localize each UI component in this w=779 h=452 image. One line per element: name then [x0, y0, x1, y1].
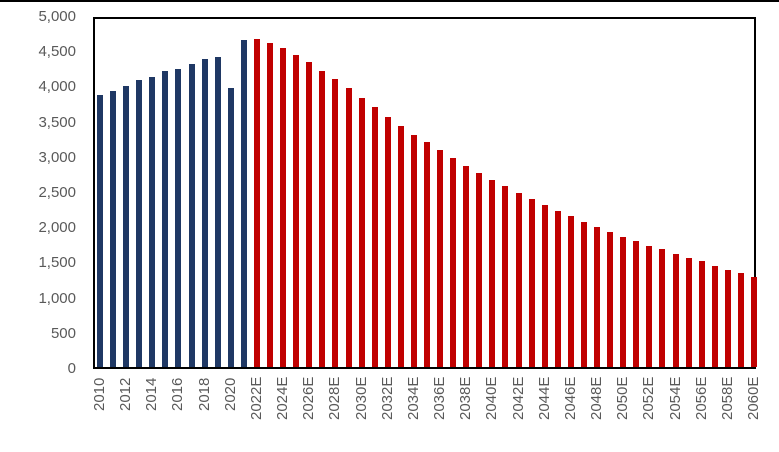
bar-2019	[214, 56, 221, 367]
x-tick-label: 2018	[195, 378, 213, 412]
x-tick-label: 2026E	[300, 376, 318, 420]
bar-2050E	[620, 236, 627, 367]
y-tick-label: 1,500	[38, 254, 76, 272]
bar-2059E	[737, 272, 744, 367]
bar-2016	[175, 68, 182, 367]
y-tick-label: 0	[67, 360, 76, 377]
bar-2012	[123, 86, 130, 367]
bar-2035E	[424, 142, 430, 367]
bar-2057E	[711, 265, 718, 367]
x-tick-label: 2036E	[431, 376, 449, 420]
x-tick-label: 2048E	[588, 376, 606, 420]
bar-2060E	[751, 276, 757, 367]
bar-2025E	[293, 54, 300, 367]
x-tick-label: 2044E	[535, 376, 553, 420]
bar-2038E	[463, 166, 470, 367]
y-tick-label: 2,000	[38, 219, 76, 237]
y-tick-label: 4,500	[38, 43, 76, 61]
x-tick-label: 2040E	[483, 376, 501, 420]
bar-2052E	[646, 245, 653, 367]
bar-2056E	[698, 261, 705, 367]
x-tick-label: 2050E	[614, 376, 632, 420]
bar-2029E	[345, 88, 352, 367]
bar-2027E	[319, 70, 326, 367]
bar-2053E	[659, 249, 666, 367]
bar-2049E	[607, 231, 614, 367]
y-tick-label: 2,500	[38, 184, 76, 201]
y-tick-label: 4,000	[38, 78, 76, 96]
bar-2045E	[554, 210, 561, 367]
x-tick-label: 2014	[143, 378, 161, 412]
x-tick-label: 2020	[221, 378, 239, 412]
bar-2037E	[450, 158, 457, 367]
x-tick-label: 2042E	[509, 376, 527, 420]
bar-2010	[97, 94, 103, 367]
bar-2051E	[633, 241, 640, 367]
y-tick-label: 3,000	[38, 148, 76, 166]
y-tick-label: 5,000	[38, 8, 76, 25]
y-tick-label: 3,500	[38, 113, 76, 131]
y-tick-label: 500	[50, 324, 76, 342]
bar-2032E	[384, 117, 391, 367]
bar-2036E	[437, 150, 444, 367]
bar-2048E	[594, 227, 601, 367]
bar-2046E	[567, 215, 574, 367]
x-tick-label: 2028E	[326, 376, 344, 420]
bar-2055E	[685, 257, 692, 367]
x-tick-label: 2024E	[274, 376, 292, 420]
bar-2028E	[332, 78, 339, 367]
x-tick-label: 2058E	[718, 376, 736, 420]
x-tick-label: 2030E	[352, 376, 370, 420]
x-tick-label: 2010	[91, 378, 108, 412]
bar-2033E	[397, 126, 404, 367]
bar-2018	[201, 59, 208, 367]
bar-2014	[149, 76, 156, 367]
bar-2054E	[672, 253, 679, 367]
bar-2022E	[253, 38, 260, 367]
x-tick-label: 2046E	[561, 376, 579, 420]
x-tick-label: 2060E	[745, 376, 762, 420]
x-tick-label: 2054E	[666, 376, 684, 420]
x-tick-label: 2016	[169, 378, 187, 412]
bar-2047E	[580, 222, 587, 367]
y-tick-label: 1,000	[38, 289, 76, 307]
x-tick-label: 2052E	[640, 376, 658, 420]
bar-2030E	[358, 98, 365, 367]
bar-2015	[162, 70, 169, 367]
bar-2024E	[280, 47, 287, 367]
x-tick-label: 2034E	[404, 376, 422, 420]
bar-2043E	[528, 199, 535, 367]
bar-2017	[188, 63, 195, 367]
bar-2034E	[410, 134, 417, 367]
bar-2040E	[489, 180, 496, 367]
x-tick-label: 2022E	[247, 376, 265, 420]
bar-2026E	[306, 61, 313, 367]
x-tick-label: 2038E	[457, 376, 475, 420]
bar-2044E	[541, 204, 548, 367]
x-tick-label: 2056E	[692, 376, 710, 420]
x-tick-label: 2012	[117, 378, 135, 412]
bar-2011	[110, 90, 117, 367]
bar-2058E	[724, 269, 731, 367]
bar-2039E	[476, 173, 483, 367]
plot-area	[93, 17, 757, 369]
bar-2013	[136, 80, 143, 367]
top-rule	[0, 0, 779, 2]
bar-2041E	[502, 185, 509, 367]
bar-2042E	[515, 192, 522, 367]
x-tick-label: 2032E	[378, 376, 396, 420]
bar-2031E	[371, 107, 378, 367]
bar-2021	[240, 40, 247, 367]
bar-2020	[227, 88, 234, 367]
bar-2023E	[267, 42, 274, 367]
